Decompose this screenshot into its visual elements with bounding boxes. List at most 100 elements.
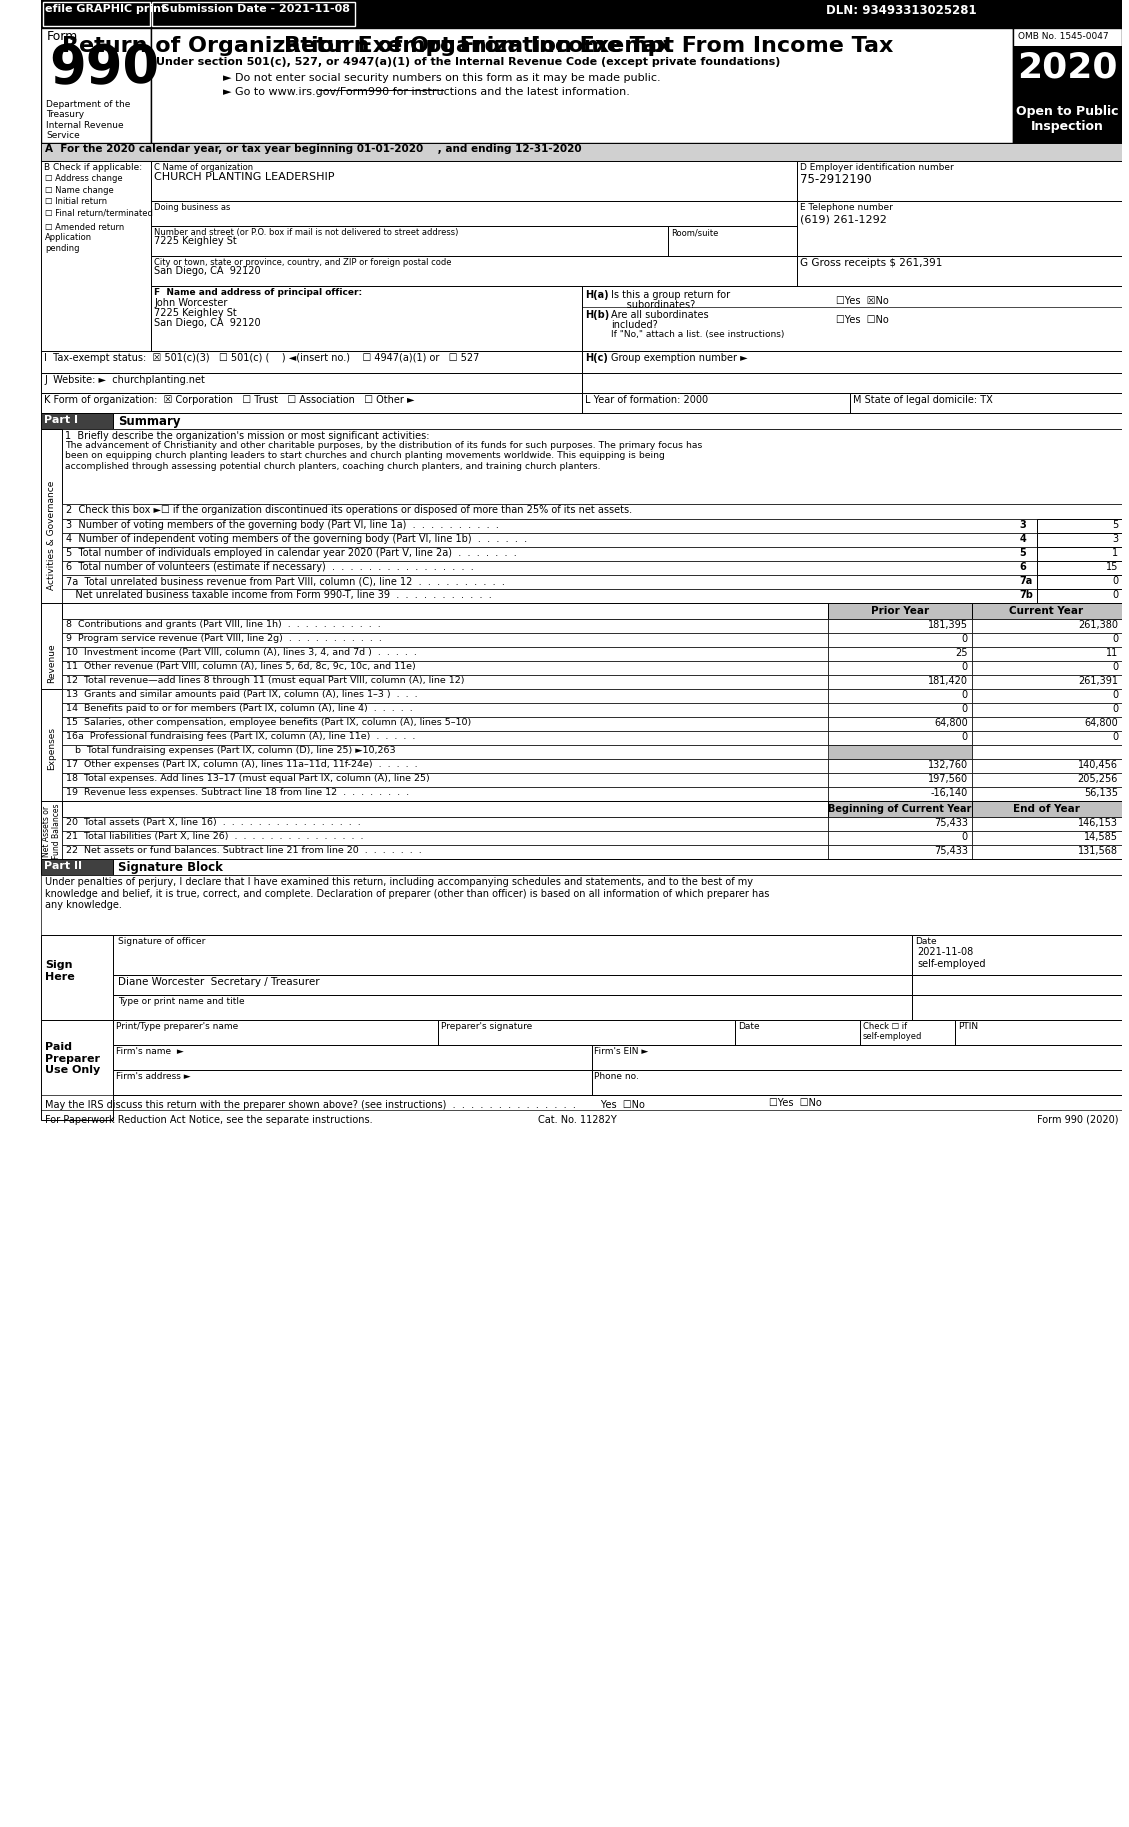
Bar: [828, 647, 972, 661]
Bar: [828, 758, 972, 773]
Text: 3  Number of voting members of the governing body (Part VI, line 1a)  .  .  .  .: 3 Number of voting members of the govern…: [67, 521, 499, 530]
Bar: [828, 817, 972, 831]
Text: Submission Date - 2021-11-08: Submission Date - 2021-11-08: [155, 4, 350, 15]
Text: 3: 3: [1112, 533, 1118, 544]
Bar: [972, 632, 1122, 647]
Text: 75,433: 75,433: [934, 846, 968, 857]
Text: Number and street (or P.O. box if mail is not delivered to street address): Number and street (or P.O. box if mail i…: [155, 228, 458, 238]
Bar: [828, 731, 972, 745]
Text: PTIN: PTIN: [959, 1021, 979, 1030]
Text: 2021-11-08
self-employed: 2021-11-08 self-employed: [917, 946, 986, 968]
Text: Under section 501(c), 527, or 4947(a)(1) of the Internal Revenue Code (except pr: Under section 501(c), 527, or 4947(a)(1)…: [156, 57, 780, 68]
Text: Firm's name  ►: Firm's name ►: [116, 1047, 184, 1056]
Bar: [828, 603, 972, 619]
Text: 21  Total liabilities (Part X, line 26)  .  .  .  .  .  .  .  .  .  .  .  .  .  : 21 Total liabilities (Part X, line 26) .…: [67, 831, 364, 840]
Bar: [972, 846, 1122, 859]
Text: 4: 4: [1019, 533, 1026, 544]
Bar: [583, 393, 850, 413]
Bar: [972, 831, 1122, 846]
Text: Room/suite: Room/suite: [671, 228, 718, 238]
Text: Sign
Here: Sign Here: [45, 959, 75, 981]
Text: 7a  Total unrelated business revenue from Part VIII, column (C), line 12  .  .  : 7a Total unrelated business revenue from…: [67, 576, 505, 586]
Text: Type or print name and title: Type or print name and title: [117, 998, 244, 1007]
Text: 0: 0: [962, 831, 968, 842]
Text: 16a  Professional fundraising fees (Part IX, column (A), line 11e)  .  .  .  .  : 16a Professional fundraising fees (Part …: [67, 733, 415, 742]
Bar: [62, 758, 828, 773]
Bar: [596, 2, 1118, 26]
Bar: [62, 533, 1122, 546]
Text: Group exemption number ►: Group exemption number ►: [611, 353, 747, 364]
Text: 181,420: 181,420: [928, 676, 968, 685]
Bar: [859, 1019, 955, 1045]
Text: Return of Organization Exempt From Income Tax: Return of Organization Exempt From Incom…: [285, 37, 893, 57]
Text: B Check if applicable:: B Check if applicable:: [44, 163, 142, 172]
Bar: [62, 561, 1122, 576]
Text: Print/Type preparer's name: Print/Type preparer's name: [116, 1021, 238, 1030]
Text: 13  Grants and similar amounts paid (Part IX, column (A), lines 1–3 )  .  .  .: 13 Grants and similar amounts paid (Part…: [67, 691, 418, 700]
Bar: [828, 619, 972, 632]
Bar: [113, 859, 1122, 875]
Bar: [850, 393, 1122, 413]
Bar: [828, 674, 972, 689]
Bar: [62, 745, 1122, 758]
Text: End of Year: End of Year: [1013, 804, 1079, 815]
Text: 9  Program service revenue (Part VIII, line 2g)  .  .  .  .  .  .  .  .  .  .  .: 9 Program service revenue (Part VIII, li…: [67, 634, 382, 643]
Bar: [972, 745, 1122, 758]
Text: 0: 0: [1112, 590, 1118, 599]
Text: E Telephone number: E Telephone number: [800, 203, 893, 212]
Bar: [152, 2, 356, 26]
Text: 56,135: 56,135: [1084, 787, 1118, 798]
Bar: [828, 831, 972, 846]
Bar: [972, 800, 1122, 817]
Text: ☐Yes  ☒No: ☐Yes ☒No: [835, 296, 889, 305]
Text: Department of the
Treasury
Internal Revenue
Service: Department of the Treasury Internal Reve…: [46, 100, 130, 141]
Text: Part II: Part II: [44, 861, 82, 871]
Bar: [1013, 100, 1122, 143]
Text: The advancement of Christianity and other charitable purposes, by the distributi: The advancement of Christianity and othe…: [65, 440, 702, 471]
Bar: [828, 846, 972, 859]
Text: DLN: 93493313025281: DLN: 93493313025281: [826, 4, 977, 16]
Text: Open to Public
Inspection: Open to Public Inspection: [1016, 104, 1119, 133]
Text: Date: Date: [916, 937, 937, 946]
Bar: [1036, 533, 1122, 546]
Bar: [62, 773, 828, 787]
Bar: [1036, 576, 1122, 588]
Bar: [1013, 27, 1122, 143]
Bar: [41, 161, 151, 356]
Text: 8  Contributions and grants (Part VIII, line 1h)  .  .  .  .  .  .  .  .  .  .  : 8 Contributions and grants (Part VIII, l…: [67, 619, 380, 628]
Text: 2  Check this box ►☐ if the organization discontinued its operations or disposed: 2 Check this box ►☐ if the organization …: [67, 504, 632, 515]
Text: For Paperwork Reduction Act Notice, see the separate instructions.: For Paperwork Reduction Act Notice, see …: [45, 1114, 373, 1125]
Text: 0: 0: [1112, 576, 1118, 586]
Bar: [62, 689, 828, 703]
Bar: [41, 603, 62, 723]
Text: 75-2912190: 75-2912190: [800, 174, 872, 186]
Text: ► Do not enter social security numbers on this form as it may be made public.: ► Do not enter social security numbers o…: [224, 73, 660, 82]
Text: included?: included?: [611, 320, 657, 331]
Text: Is this a group return for: Is this a group return for: [611, 290, 729, 300]
Text: 0: 0: [962, 691, 968, 700]
Bar: [828, 716, 972, 731]
Text: 3: 3: [1019, 521, 1026, 530]
Text: San Diego, CA  92120: San Diego, CA 92120: [155, 267, 261, 276]
Text: 0: 0: [962, 634, 968, 643]
Text: ☐Yes  ☐No: ☐Yes ☐No: [835, 314, 889, 325]
Text: 6: 6: [1019, 563, 1026, 572]
Text: 7b: 7b: [1019, 590, 1033, 599]
Bar: [438, 1019, 735, 1045]
Bar: [1036, 588, 1122, 603]
Text: 19  Revenue less expenses. Subtract line 18 from line 12  .  .  .  .  .  .  .  .: 19 Revenue less expenses. Subtract line …: [67, 787, 409, 797]
Bar: [668, 227, 797, 256]
Text: 25: 25: [955, 649, 968, 658]
Text: 146,153: 146,153: [1078, 818, 1118, 828]
Text: ☐ Final return/terminated: ☐ Final return/terminated: [45, 208, 152, 217]
Bar: [41, 875, 1122, 935]
Text: Signature of officer: Signature of officer: [117, 937, 205, 946]
Bar: [151, 256, 797, 287]
Bar: [828, 773, 972, 787]
Text: 1  Briefly describe the organization's mission or most significant activities:: 1 Briefly describe the organization's mi…: [65, 431, 430, 440]
Bar: [41, 429, 1122, 504]
Text: Under penalties of perjury, I declare that I have examined this return, includin: Under penalties of perjury, I declare th…: [45, 877, 769, 910]
Bar: [43, 2, 150, 26]
Text: Prior Year: Prior Year: [870, 607, 929, 616]
Bar: [1036, 561, 1122, 576]
